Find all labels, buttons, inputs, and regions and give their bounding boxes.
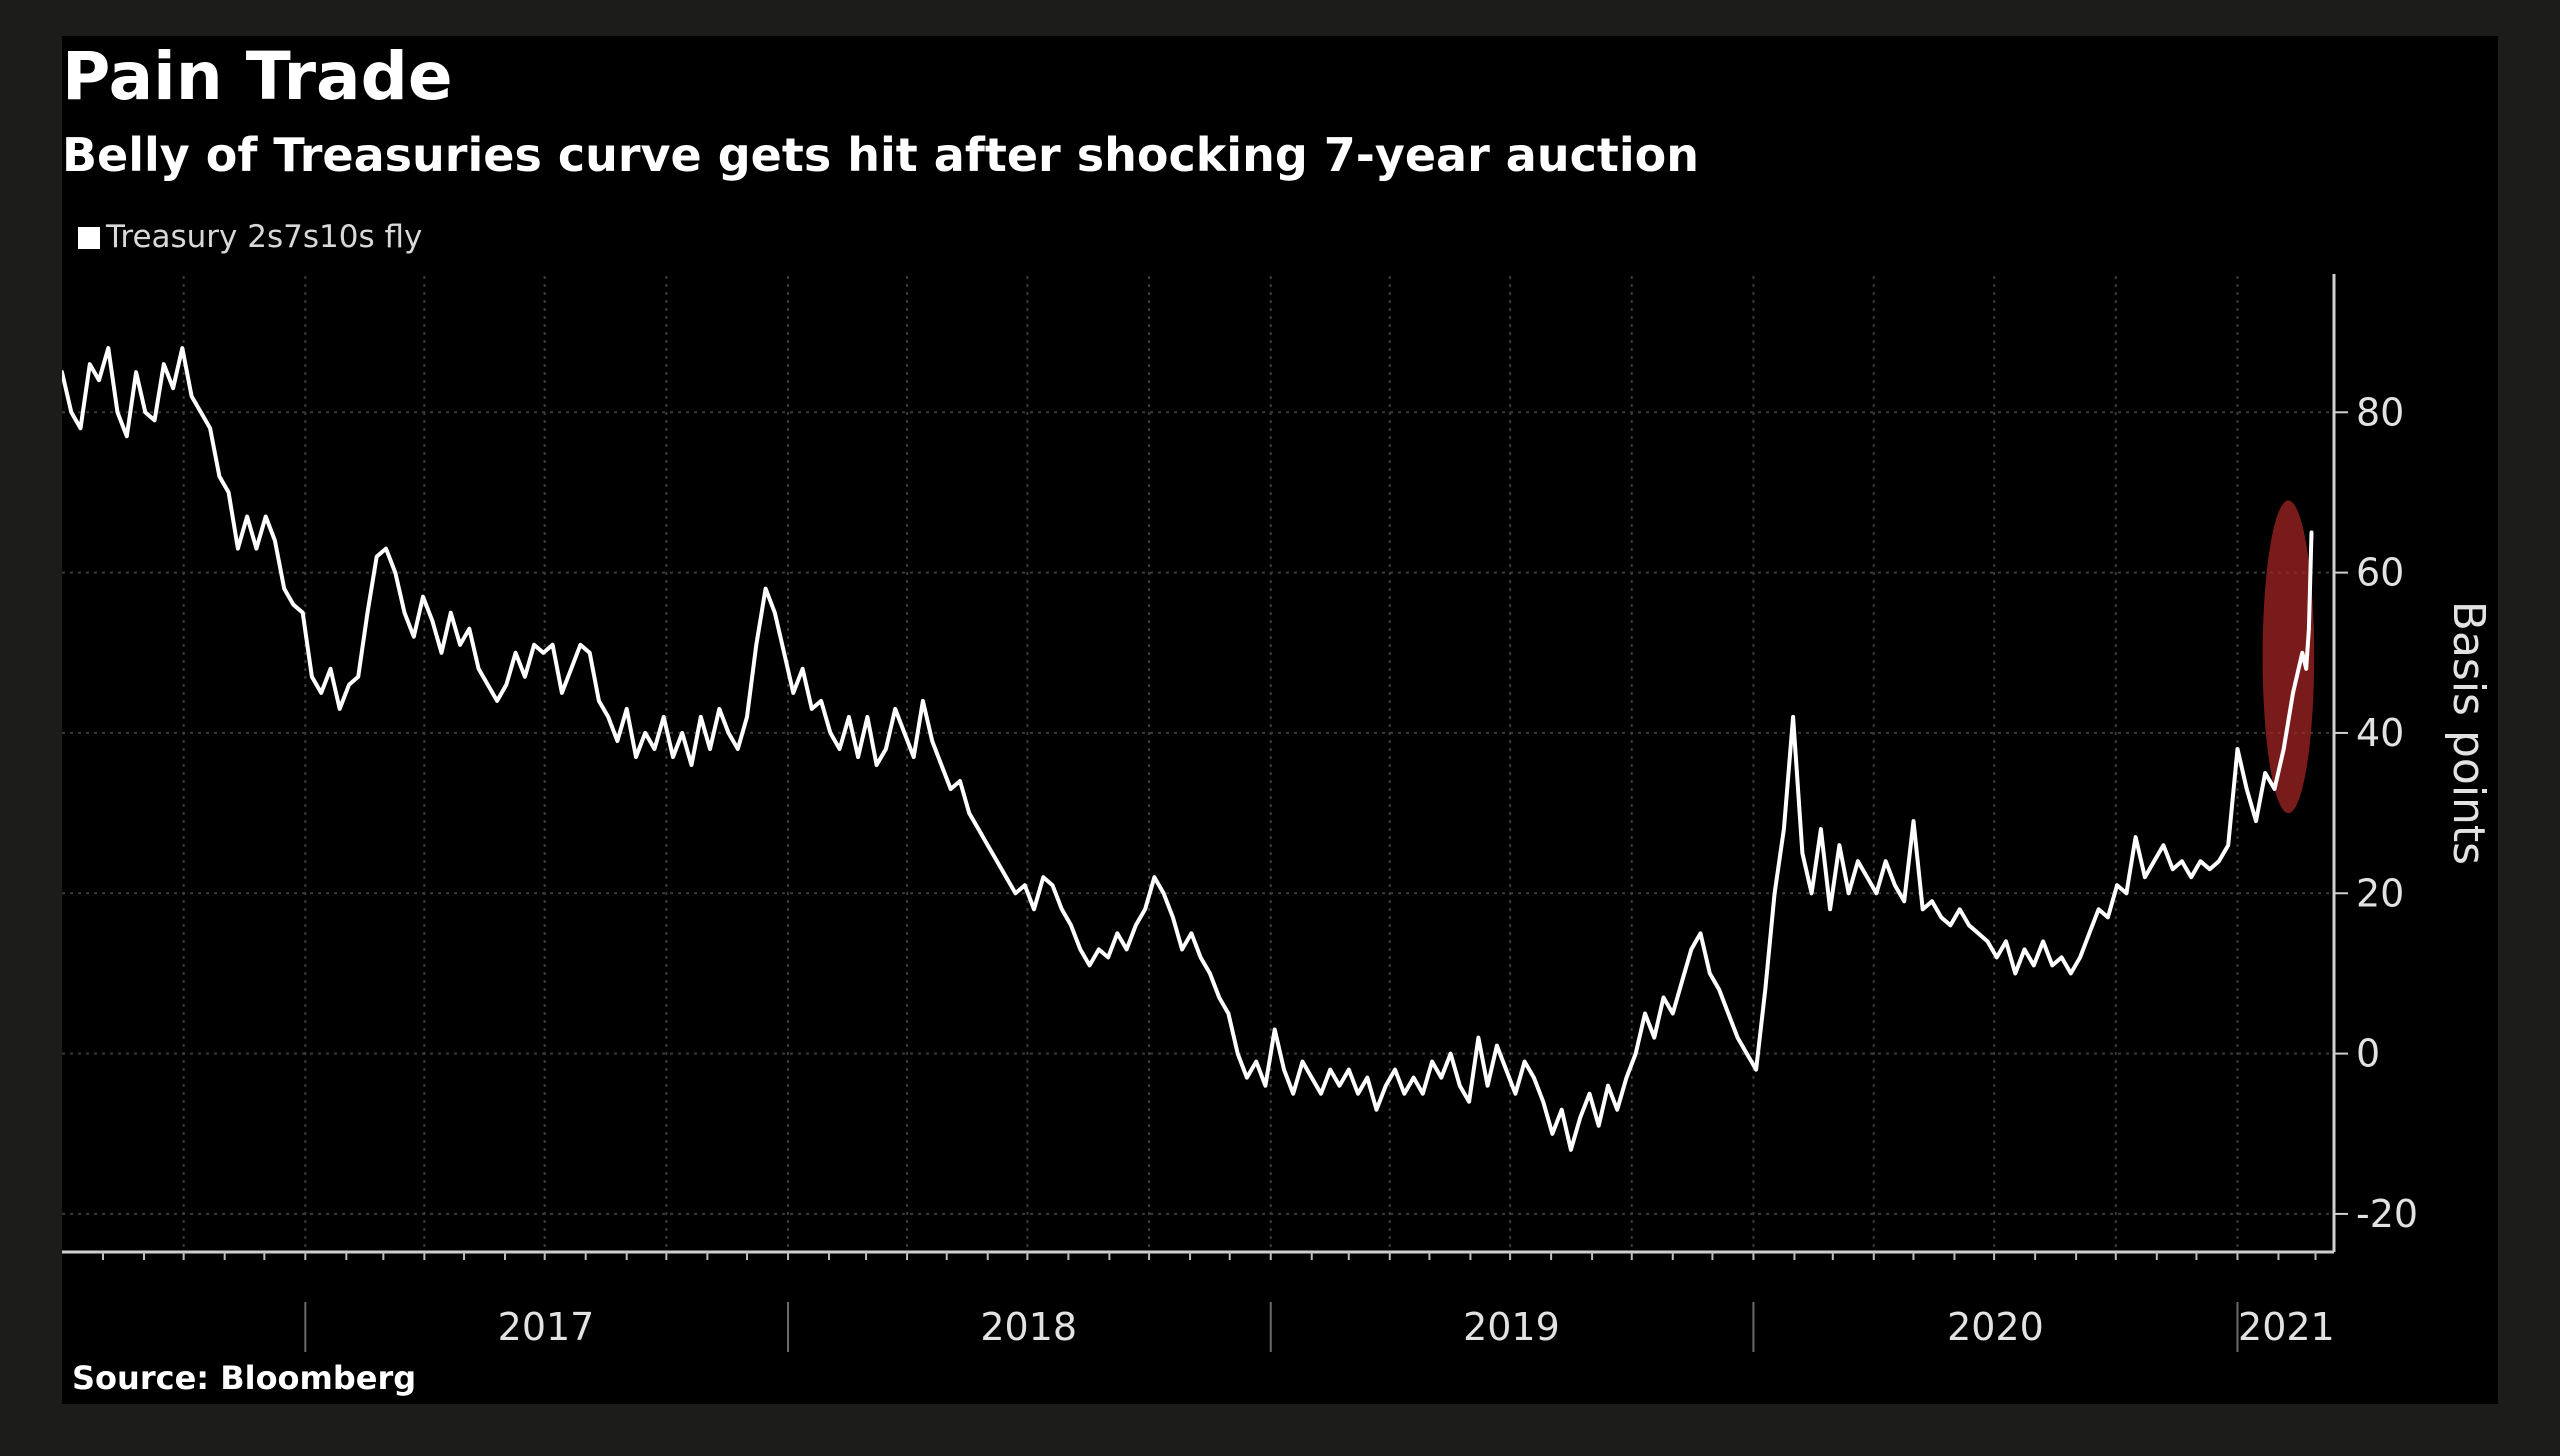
legend-label: Treasury 2s7s10s fly <box>106 219 423 255</box>
x-tick-label: 2021 <box>2238 1305 2335 1349</box>
x-tick-label: 2019 <box>1463 1305 1560 1349</box>
y-tick-label: -20 <box>2356 1192 2418 1236</box>
axes: -20 0 20 40 60 80 2017 2018 2019 2020 2021 <box>62 274 2418 1352</box>
chart-panel: Pain Trade Belly of Treasuries curve get… <box>62 36 2498 1404</box>
x-tick-label: 2020 <box>1947 1305 2044 1349</box>
legend-swatch <box>78 226 100 249</box>
y-tick-label: 20 <box>2356 871 2404 915</box>
series-layer <box>62 346 2314 1152</box>
line-chart: -20 0 20 40 60 80 2017 2018 2019 2020 2021 Basis p… <box>62 274 2494 1352</box>
series-line <box>62 346 2314 1152</box>
highlight-layer <box>2262 500 2315 814</box>
chart-subtitle: Belly of Treasuries curve gets hit after… <box>62 128 1699 182</box>
source-note: Source: Bloomberg <box>72 1359 417 1397</box>
y-tick-label: 0 <box>2356 1032 2380 1076</box>
y-tick-label: 40 <box>2356 711 2404 755</box>
y-tick-label: 80 <box>2356 390 2404 434</box>
grid-lines <box>62 276 2334 1252</box>
chart-title: Pain Trade <box>62 38 453 115</box>
highlight-ellipse <box>2262 500 2315 814</box>
y-axis-label: Basis points <box>2443 601 2494 865</box>
legend: Treasury 2s7s10s fly <box>78 222 422 253</box>
x-tick-label: 2018 <box>980 1305 1077 1349</box>
y-tick-label: 60 <box>2356 551 2404 595</box>
x-tick-label: 2017 <box>498 1305 595 1349</box>
